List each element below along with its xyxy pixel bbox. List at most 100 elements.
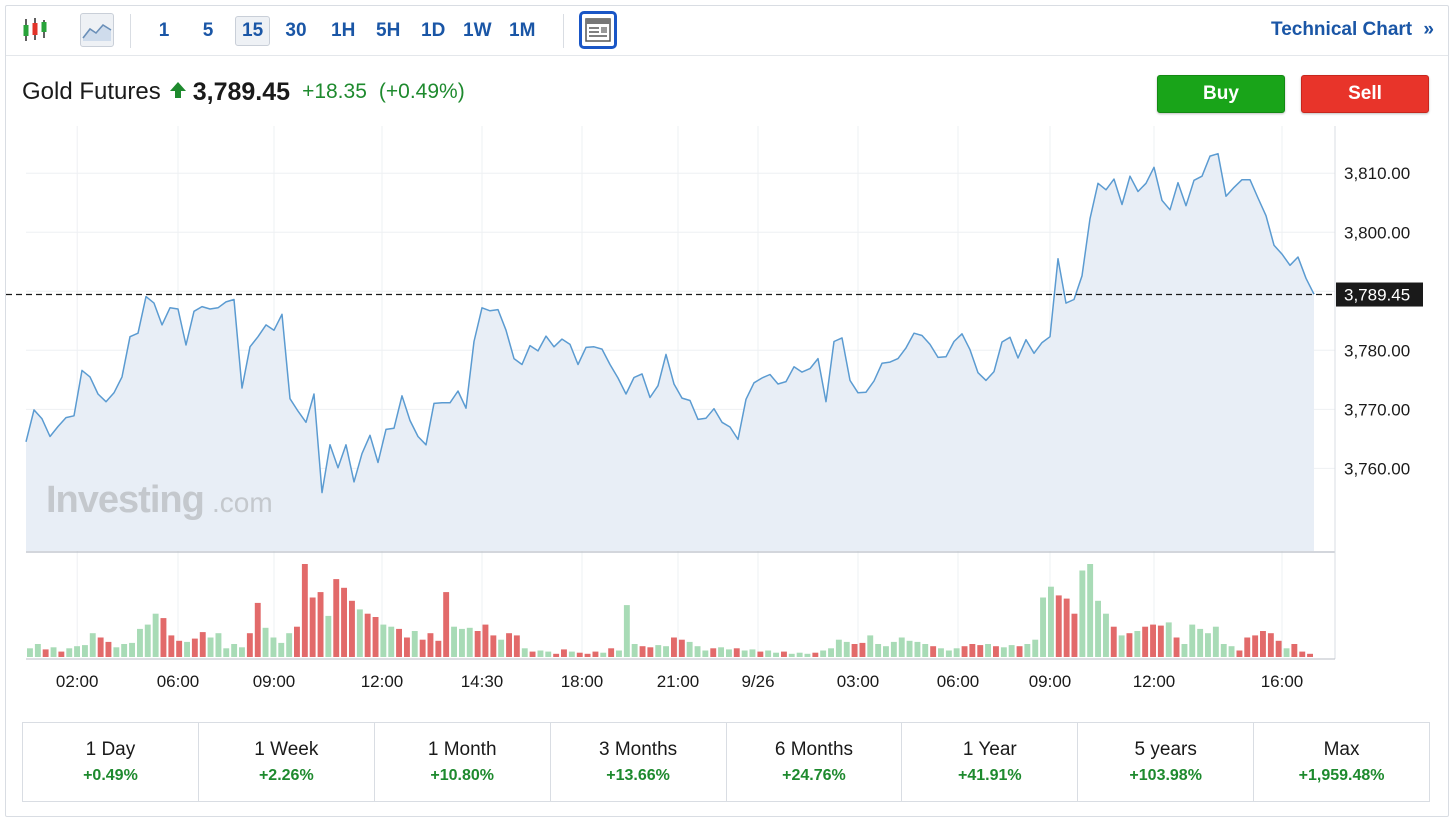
volume-bar [506, 633, 512, 657]
volume-bar [623, 605, 630, 657]
buy-button[interactable]: Buy [1157, 75, 1285, 113]
volume-bar [215, 633, 222, 657]
volume-bar [781, 651, 787, 657]
volume-bar [702, 650, 709, 657]
volume-bar [113, 647, 120, 657]
volume-bar [773, 652, 779, 657]
price-line [25, 152, 1315, 494]
volume-bar [631, 644, 638, 657]
volume-bar [294, 626, 300, 657]
x-tick-label: 21:00 [657, 672, 700, 691]
price-chart[interactable]: 3,760.003,770.003,780.003,790.003,800.00… [6, 6, 1450, 706]
volume-bar [1063, 598, 1070, 657]
volume-bar [498, 639, 505, 657]
volume-bar [985, 644, 991, 657]
perf-1-week[interactable]: 1 Week +2.26% [199, 723, 375, 801]
volume-bar [309, 597, 316, 657]
timeframe-5h[interactable]: 5H [376, 20, 401, 41]
volume-bar [600, 652, 607, 657]
timeframe-1h[interactable]: 1H [331, 20, 356, 41]
volume-bar [50, 647, 57, 657]
x-tick-label: 02:00 [56, 672, 99, 691]
perf-value: +0.49% [83, 767, 138, 784]
volume-bar [1260, 631, 1266, 657]
volume-bar [1048, 586, 1054, 657]
timeframe-1m[interactable]: 1M [509, 20, 536, 41]
perf-value: +13.66% [606, 767, 670, 784]
volume-bar [1016, 646, 1023, 657]
timeframe-30[interactable]: 30 [285, 20, 307, 41]
volume-bar [1244, 637, 1251, 657]
volume-bar [317, 592, 324, 657]
volume-bar [1197, 628, 1204, 657]
volume-bar [239, 647, 245, 657]
perf-1-day[interactable]: 1 Day +0.49% [23, 723, 199, 801]
volume-bar [66, 648, 73, 657]
volume-bar [835, 639, 842, 657]
volume-bar [144, 624, 151, 657]
volume-bar [1095, 600, 1101, 657]
timeframe-15[interactable]: 15 [235, 16, 271, 46]
volume-bar [435, 640, 442, 657]
perf-3-months[interactable]: 3 Months +13.66% [551, 723, 727, 801]
volume-bar [726, 649, 732, 657]
perf-6-months[interactable]: 6 Months +24.76% [727, 723, 903, 801]
volume-bar [1000, 647, 1007, 657]
perf-label: 6 Months [774, 739, 854, 760]
volume-bar [380, 624, 387, 657]
volume-bar [364, 613, 371, 657]
volume-bar [576, 652, 583, 657]
volume-bar [1040, 597, 1046, 657]
volume-bar [1008, 645, 1015, 657]
volume-bar [97, 637, 104, 657]
volume-bar [333, 579, 340, 657]
volume-bar [812, 652, 819, 657]
perf-label: 1 Day [85, 739, 136, 760]
perf-max[interactable]: Max +1,959.48% [1254, 723, 1429, 801]
perf-1-month[interactable]: 1 Month +10.80% [375, 723, 551, 801]
toolbar-divider [130, 14, 131, 48]
area-chart-icon[interactable] [80, 13, 114, 47]
volume-bar [655, 645, 662, 657]
volume-bar [859, 642, 866, 657]
volume-bar [466, 627, 473, 657]
technical-chart-link[interactable]: Technical Chart » [1271, 19, 1434, 41]
sell-button[interactable]: Sell [1301, 75, 1429, 113]
volume-bars [27, 564, 1313, 657]
chart-widget: 1 5 15 30 1H 5H 1D 1W 1M Technical Chart… [5, 5, 1449, 817]
perf-1-year[interactable]: 1 Year +41.91% [902, 723, 1079, 801]
volume-bar [804, 653, 811, 657]
timeframe-1[interactable]: 1 [158, 20, 170, 41]
volume-bar [537, 650, 544, 657]
timeframe-1w[interactable]: 1W [463, 20, 492, 41]
volume-bar [1071, 613, 1078, 657]
watermark-suffix: .com [212, 487, 273, 518]
price-change-percent: (+0.49%) [378, 80, 465, 103]
volume-bar [231, 644, 238, 657]
volume-bar [930, 646, 937, 657]
volume-bar [788, 653, 795, 657]
perf-5-years[interactable]: 5 years +103.98% [1078, 723, 1255, 801]
layout-icon[interactable] [579, 11, 617, 49]
double-chevron-right-icon: » [1423, 19, 1434, 40]
timeframe-5[interactable]: 5 [202, 20, 214, 41]
volume-bar [1299, 651, 1306, 657]
perf-label: 5 years [1134, 739, 1197, 760]
volume-bar [246, 633, 253, 657]
volume-bar [592, 651, 599, 657]
volume-bar [686, 641, 693, 657]
volume-bar [584, 653, 591, 657]
volume-bar [254, 602, 261, 657]
volume-bar [521, 648, 528, 657]
y-tick-label: 3,760.00 [1344, 459, 1410, 478]
volume-bar [961, 646, 968, 657]
volume-bar [529, 651, 536, 657]
technical-chart-label: Technical Chart [1271, 19, 1413, 40]
volume-bar [105, 641, 112, 657]
perf-value: +10.80% [430, 767, 494, 784]
arrow-up-icon [169, 78, 187, 106]
timeframe-1d[interactable]: 1D [421, 20, 446, 41]
volume-bar [757, 651, 764, 657]
volume-bar [388, 626, 395, 657]
candlestick-icon[interactable] [18, 13, 52, 47]
